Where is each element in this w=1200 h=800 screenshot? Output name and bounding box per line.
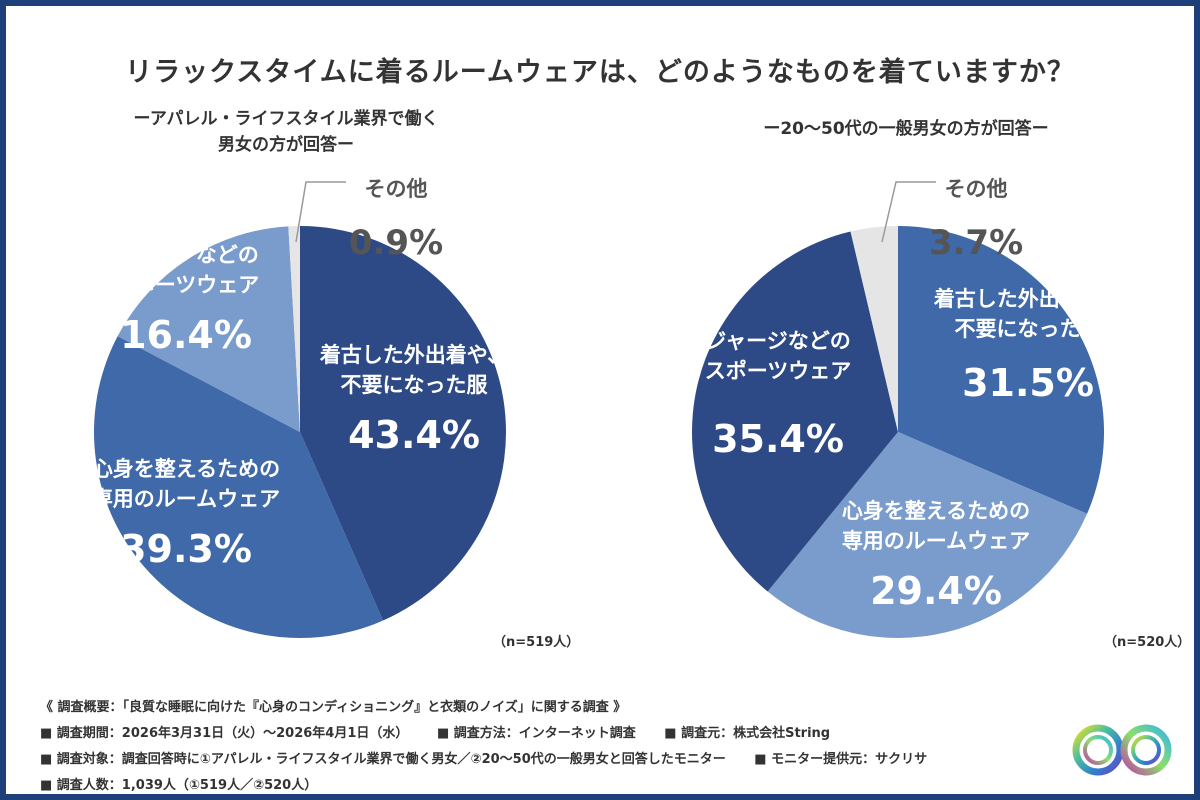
left-pie-slice-3-label-0: その他 xyxy=(365,177,428,201)
right-pie-slice-3-label-0: その他 xyxy=(945,177,1008,201)
left-pie-slice-1 xyxy=(94,336,383,638)
left-sample-size: （n=519人） xyxy=(493,635,580,650)
left-pie-slice-3 xyxy=(288,226,300,432)
left-pie-slice-0-label-1: 不要になった服 xyxy=(341,373,489,397)
string-infinity-logo-icon xyxy=(1072,724,1172,776)
right-pie-subtitle: ー20〜50代の一般男女の方が回答ー xyxy=(696,116,1116,142)
right-pie-slice-1-label-0: 心身を整えるための xyxy=(842,499,1030,523)
left-pie-slice-0 xyxy=(300,226,506,621)
right-pie-slice-3 xyxy=(850,226,898,432)
right-sample-size: （n=520人） xyxy=(1104,635,1191,650)
right-pie-slice-2-label-0: ジャージなどの xyxy=(705,329,851,353)
survey-period: ■ 調査期間：2026年3月31日（火）〜2026年4月1日（水） xyxy=(40,726,409,741)
right-pie-subtitle-line-0: ー20〜50代の一般男女の方が回答ー xyxy=(763,119,1049,139)
right-pie-slice-3-value: 3.7% xyxy=(929,223,1023,263)
left-pie-slice-1-value: 39.3% xyxy=(120,527,252,571)
left-pie-other-leader-line xyxy=(295,181,346,243)
survey-count: ■ 調査人数：1,039人（①519人／②520人） xyxy=(40,778,318,793)
right-pie-slice-1-value: 29.4% xyxy=(870,569,1002,613)
right-pie-slice-0-value: 31.5% xyxy=(962,361,1094,405)
right-pie-slice-0 xyxy=(898,226,1105,514)
left-pie-slice-2-value: 16.4% xyxy=(120,313,252,357)
survey-method: ■ 調査方法：インターネット調査 xyxy=(436,726,636,741)
right-pie-slice-2-value: 35.4% xyxy=(712,417,844,461)
left-pie-slice-2-label-0: ジャージなどの xyxy=(113,243,259,267)
survey-line-1: ■ 調査期間：2026年3月31日（火）〜2026年4月1日（水） ■ 調査方法… xyxy=(40,722,830,741)
survey-provider: ■ モニター提供元：サクリサ xyxy=(754,752,928,767)
left-pie-slice-2-label-1: スポーツウェア xyxy=(113,273,260,297)
left-pie-subtitle-line-1: 男女の方が回答ー xyxy=(218,135,354,155)
right-pie-slice-2-label-1: スポーツウェア xyxy=(705,359,852,383)
survey-organizer: ■ 調査元：株式会社String xyxy=(664,726,831,741)
left-pie-slice-0-label-0: 着古した外出着や、 xyxy=(319,343,508,367)
left-pie-slice-3-value: 0.9% xyxy=(349,223,443,263)
left-pie-slice-0-value: 43.4% xyxy=(348,413,480,457)
infographic-card: リラックスタイムに着るルームウェアは、どのようなものを着ていますか？ ーアパレル… xyxy=(6,6,1194,794)
chart-title: リラックスタイムに着るルームウェアは、どのようなものを着ていますか？ xyxy=(125,57,1075,88)
left-pie-slice-2 xyxy=(117,226,300,432)
survey-target: ■ 調査対象：調査回答時に①アパレル・ライフスタイル業界で働く男女／②20〜50… xyxy=(40,752,726,767)
left-pie-subtitle: ーアパレル・ライフスタイル業界で働く 男女の方が回答ー xyxy=(76,106,496,158)
right-pie-slice-1 xyxy=(767,432,1088,639)
right-pie-slice-0-label-1: 不要になった服 xyxy=(955,317,1103,341)
right-pie-other-leader-line xyxy=(881,181,936,243)
right-pie-slice-1-label-1: 専用のルームウェア xyxy=(842,529,1030,553)
left-pie-slice-1-label-1: 専用のルームウェア xyxy=(92,487,280,511)
survey-line-2: ■ 調査対象：調査回答時に①アパレル・ライフスタイル業界で働く男女／②20〜50… xyxy=(40,748,927,767)
right-pie-slice-0-label-0: 着古した外出着や、 xyxy=(933,287,1122,311)
right-pie-slice-2 xyxy=(692,231,898,592)
left-pie-slice-1-label-0: 心身を整えるための xyxy=(92,457,280,481)
survey-overview: 《 調査概要：「良質な睡眠に向けた『心身のコンディショニング』と衣類のノイズ」に… xyxy=(40,700,627,715)
left-pie-subtitle-line-0: ーアパレル・ライフスタイル業界で働く xyxy=(133,109,439,129)
